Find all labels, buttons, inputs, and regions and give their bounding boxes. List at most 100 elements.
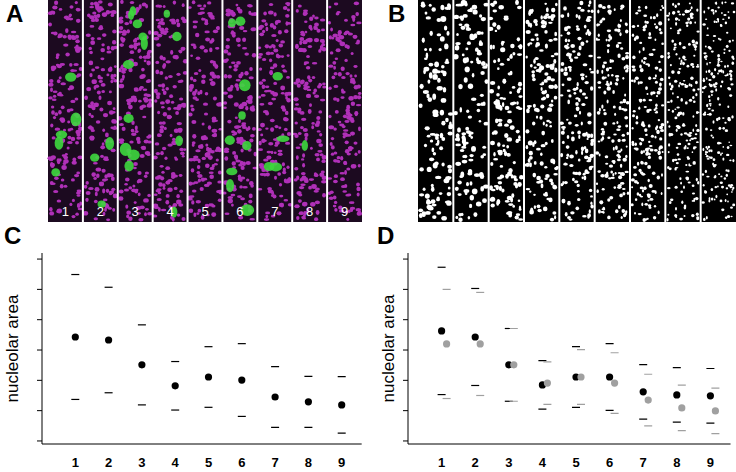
- nucleus: [68, 18, 73, 21]
- nucleus: [119, 123, 124, 126]
- nucleolus: [458, 84, 462, 89]
- nucleus: [340, 96, 344, 99]
- nucleus: [68, 128, 71, 131]
- nucleus: [145, 171, 149, 174]
- nucleolus: [461, 213, 464, 216]
- nucleus: [69, 85, 73, 88]
- nucleus: [281, 65, 285, 68]
- nucleus: [280, 40, 285, 43]
- nucleus: [122, 31, 125, 34]
- nucleolus: [479, 172, 484, 178]
- nucleus: [358, 126, 361, 131]
- nucleolus: [505, 200, 510, 203]
- lane-separator: [82, 0, 84, 222]
- nucleolus: [567, 100, 570, 105]
- nucleus: [231, 12, 235, 15]
- green-cell: [277, 136, 290, 142]
- nucleus: [176, 200, 181, 205]
- nucleolus: [556, 166, 559, 169]
- nucleus: [308, 109, 312, 114]
- nucleolus: [572, 178, 575, 182]
- nucleus: [279, 43, 284, 47]
- nucleus: [250, 184, 254, 188]
- nucleus: [198, 12, 203, 15]
- nucleus: [49, 211, 54, 215]
- nucleolus: [464, 189, 470, 193]
- nucleolus: [549, 125, 552, 127]
- nucleus: [212, 61, 216, 64]
- nucleus: [287, 132, 291, 136]
- nucleolus: [490, 44, 493, 49]
- nucleus: [101, 43, 104, 46]
- nucleus: [156, 152, 160, 155]
- nucleus: [310, 147, 313, 150]
- nucleus: [277, 172, 281, 176]
- nucleus: [100, 145, 105, 149]
- nucleus: [137, 49, 140, 53]
- nucleolus: [459, 15, 464, 19]
- nucleolus: [421, 2, 425, 6]
- nucleolus: [509, 55, 513, 59]
- nucleolus: [432, 7, 436, 12]
- nucleus: [358, 164, 361, 168]
- nucleus: [160, 176, 164, 180]
- nucleus: [58, 110, 62, 114]
- nucleus: [134, 130, 138, 133]
- nucleus: [204, 31, 209, 34]
- nucleus: [131, 188, 136, 192]
- nucleolus: [490, 162, 493, 166]
- nucleus: [316, 139, 321, 144]
- nucleus: [286, 21, 289, 25]
- nucleolus: [577, 184, 580, 187]
- nucleus: [120, 17, 124, 20]
- nucleus: [62, 35, 66, 38]
- nucleus: [133, 162, 138, 166]
- nucleus: [165, 87, 169, 91]
- nucleolus: [457, 127, 461, 132]
- nucleus: [332, 76, 336, 80]
- nucleolus: [591, 10, 594, 13]
- nucleolus: [512, 86, 516, 89]
- nucleus: [334, 174, 338, 178]
- nucleus: [320, 18, 325, 21]
- nucleus: [284, 128, 288, 131]
- nucleus: [352, 80, 355, 85]
- nucleus: [216, 26, 219, 29]
- nucleolus: [529, 190, 531, 192]
- nucleus: [274, 176, 277, 180]
- nucleolus: [448, 168, 452, 173]
- nucleolus: [544, 166, 547, 169]
- nucleus: [229, 66, 232, 69]
- green-cell: [128, 10, 134, 20]
- nucleolus: [551, 100, 553, 103]
- nucleus: [192, 141, 196, 144]
- nucleus: [135, 126, 138, 131]
- nucleus: [301, 172, 306, 175]
- nucleus: [270, 52, 274, 55]
- nucleus: [209, 172, 214, 175]
- nucleus: [339, 124, 344, 127]
- nucleus: [178, 128, 183, 133]
- nucleus: [329, 197, 334, 201]
- nucleus: [296, 9, 299, 13]
- nucleus: [354, 2, 359, 6]
- nucleus: [347, 45, 350, 49]
- nucleus: [284, 199, 289, 202]
- nucleus: [91, 172, 96, 177]
- nucleolus: [504, 124, 509, 127]
- nucleus: [282, 69, 286, 71]
- nucleolus: [461, 132, 466, 135]
- nucleus: [211, 38, 214, 43]
- nucleus: [179, 189, 183, 193]
- nucleus: [189, 85, 194, 89]
- nucleus: [165, 27, 169, 31]
- nucleolus: [518, 87, 521, 90]
- nucleus: [144, 99, 149, 102]
- nucleus: [192, 189, 197, 192]
- nucleus: [154, 99, 157, 102]
- nucleus: [296, 155, 299, 160]
- nucleus: [106, 74, 109, 77]
- nucleus: [294, 134, 298, 138]
- nucleus: [283, 6, 288, 10]
- nucleus: [182, 155, 185, 157]
